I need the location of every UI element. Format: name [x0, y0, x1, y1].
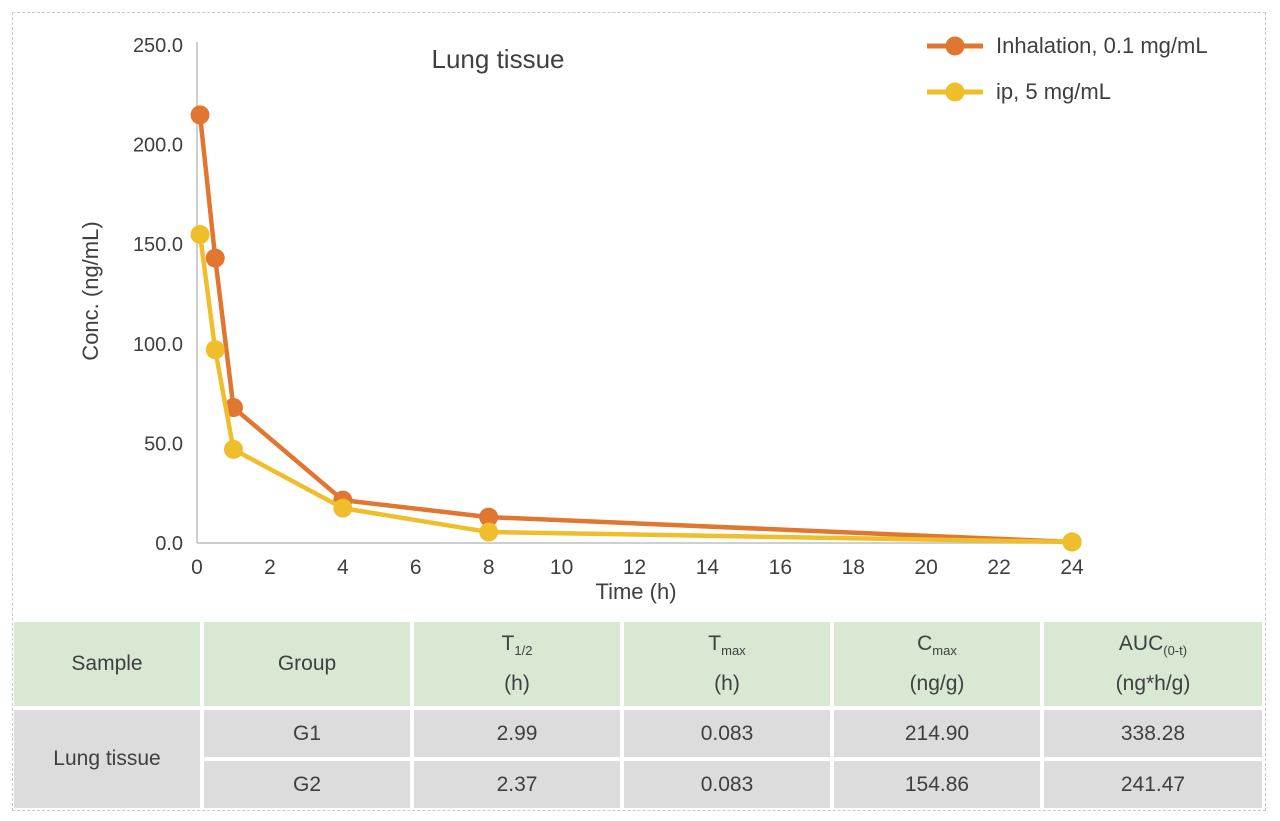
x-tick-label: 22 [987, 556, 1010, 579]
data-point [333, 498, 353, 518]
data-point [479, 507, 499, 527]
table-row-g1: Lung tissue G1 2.99 0.083 214.90 338.28 [14, 710, 1262, 808]
chart-title: Lung tissue [431, 44, 565, 74]
x-tick-label: 6 [410, 556, 422, 579]
auc-cell: 241.47 [1044, 761, 1262, 808]
x-tick-label: 12 [623, 556, 646, 579]
x-axis-label: Time (h) [595, 579, 677, 604]
sample-cell: Lung tissue [14, 710, 200, 808]
auc-cell: 338.28 [1044, 710, 1262, 757]
data-point [223, 439, 243, 459]
series-line-1 [197, 232, 1075, 545]
legend-label-ip: ip, 5 mg/mL [996, 79, 1111, 104]
tmax-cell: 0.083 [624, 710, 830, 757]
x-tick-label: 4 [337, 556, 349, 579]
data-point [190, 105, 210, 125]
x-tick-label: 24 [1060, 556, 1084, 579]
data-point [190, 225, 210, 245]
x-tick-label: 16 [769, 556, 792, 579]
concentration-time-chart: 0.0 50.0 100.0 150.0 200.0 250.0 0 2 4 6 8 10 12 14 16… [78, 28, 1208, 604]
x-tick-label: 18 [842, 556, 865, 579]
y-tick-label: 250.0 [133, 35, 183, 57]
col-header-sample: Sample [14, 622, 200, 706]
pk-parameters-table: Sample Group T1/2 (h) Tmax (h) Cmax (ng/… [10, 618, 1266, 812]
tmax-cell: 0.083 [624, 761, 830, 808]
data-point [205, 340, 225, 360]
cmax-cell: 154.86 [834, 761, 1040, 808]
col-header-t12: T1/2 (h) [414, 622, 620, 706]
y-tick-label: 0.0 [155, 533, 183, 555]
t12-cell: 2.37 [414, 761, 620, 808]
x-tick-label: 10 [550, 556, 573, 579]
x-tick-label: 20 [914, 556, 937, 579]
table-header-row: Sample Group T1/2 (h) Tmax (h) Cmax (ng/… [14, 622, 1262, 706]
group-cell: G1 [204, 710, 410, 757]
table-row-g2: G2 2.37 0.083 154.86 241.47 [14, 761, 1262, 808]
legend: Inhalation, 0.1 mg/mL ip, 5 mg/mL [925, 28, 1208, 110]
col-header-group: Group [204, 622, 410, 706]
col-header-tmax: Tmax (h) [624, 622, 830, 706]
y-tick-label: 150.0 [133, 234, 183, 256]
group-cell: G2 [204, 761, 410, 808]
col-header-cmax: Cmax (ng/g) [834, 622, 1040, 706]
legend-label-inhalation: Inhalation, 0.1 mg/mL [996, 33, 1208, 58]
cmax-cell: 214.90 [834, 710, 1040, 757]
x-tick-label: 8 [483, 556, 495, 579]
data-point [479, 522, 499, 542]
legend-item-ip: ip, 5 mg/mL [925, 74, 1208, 110]
y-tick-label: 50.0 [144, 433, 183, 455]
y-tick-label: 100.0 [133, 334, 183, 356]
legend-item-inhalation: Inhalation, 0.1 mg/mL [925, 28, 1208, 64]
y-axis-label: Conc. (ng/mL) [78, 221, 103, 361]
line-marker-icon [927, 82, 983, 102]
line-marker-icon [927, 36, 983, 56]
series-line-0 [197, 112, 1075, 545]
col-header-auc: AUC(0-t) (ng*h/g) [1044, 622, 1262, 706]
x-tick-label: 0 [191, 556, 203, 579]
x-tick-label: 14 [696, 556, 720, 579]
data-point [205, 248, 225, 268]
data-point [1062, 532, 1082, 552]
x-tick-label: 2 [264, 556, 276, 579]
t12-cell: 2.99 [414, 710, 620, 757]
y-tick-label: 200.0 [133, 135, 183, 157]
